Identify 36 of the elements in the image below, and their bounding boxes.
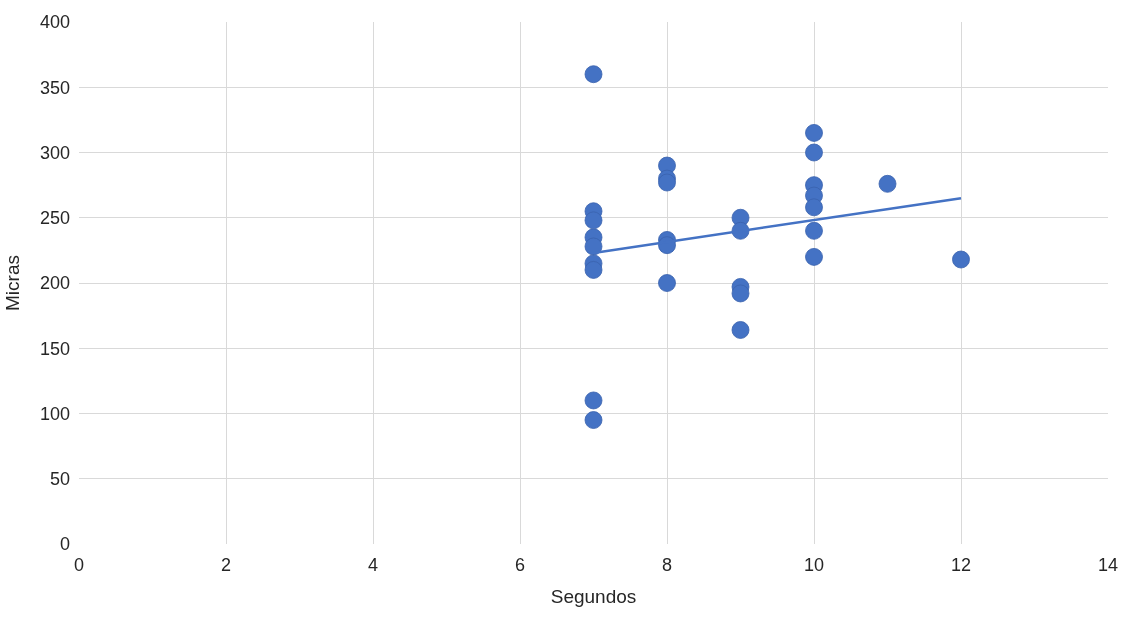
point (805, 248, 823, 266)
point (805, 143, 823, 162)
point (584, 391, 603, 410)
point (584, 411, 603, 429)
y-tick-label: 350 (39, 77, 70, 98)
point (805, 198, 823, 217)
y-tick-label: 150 (39, 338, 70, 359)
y-axis-title: Micras (1, 255, 23, 311)
x-tick-label: 14 (1097, 555, 1119, 575)
x-tick-label: 10 (803, 555, 825, 575)
y-tick-label: 300 (39, 142, 70, 163)
x-axis-title: Segundos (550, 585, 637, 607)
point (584, 261, 603, 279)
x-tick-label: 6 (514, 555, 526, 575)
y-tick-label: 400 (39, 12, 70, 33)
x-tick-label: 0 (73, 555, 85, 575)
point (731, 284, 750, 303)
point (584, 65, 603, 84)
point (584, 237, 603, 256)
y-tick-label: 50 (49, 469, 70, 490)
y-tick-label: 200 (39, 273, 70, 294)
x-tick-label: 12 (950, 555, 972, 575)
y-tick-label: 100 (39, 403, 70, 424)
point (731, 321, 750, 339)
point (584, 211, 603, 230)
x-tick-label: 4 (367, 555, 379, 575)
point (805, 124, 823, 142)
point (658, 173, 676, 192)
point (805, 221, 823, 240)
x-tick-label: 2 (220, 555, 232, 575)
y-tick-label: 250 (39, 208, 70, 229)
point (658, 274, 676, 292)
y-tick-label: 0 (59, 534, 70, 555)
point (952, 250, 970, 269)
point (878, 174, 897, 193)
x-tick-label: 8 (661, 555, 673, 575)
